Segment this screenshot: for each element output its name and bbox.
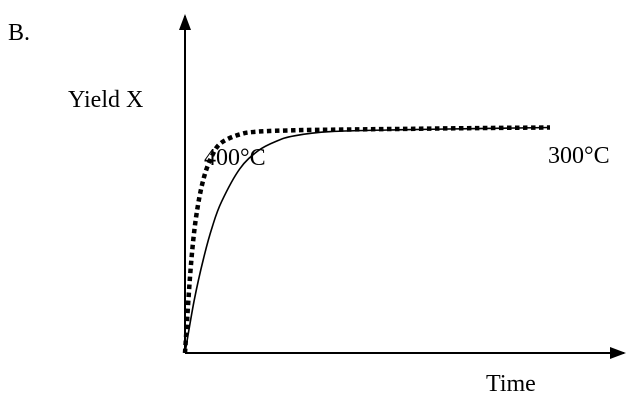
series-layer [182,125,551,354]
series-label: 400°C [204,145,266,171]
series-label-layer: 400°C 300°C [204,143,610,171]
series-line-solid [184,126,551,354]
series-label: 300°C [548,143,610,169]
x-axis-label: Time [486,371,536,397]
y-axis-label: Yield X [68,87,143,113]
panel-label: B. [8,20,30,46]
